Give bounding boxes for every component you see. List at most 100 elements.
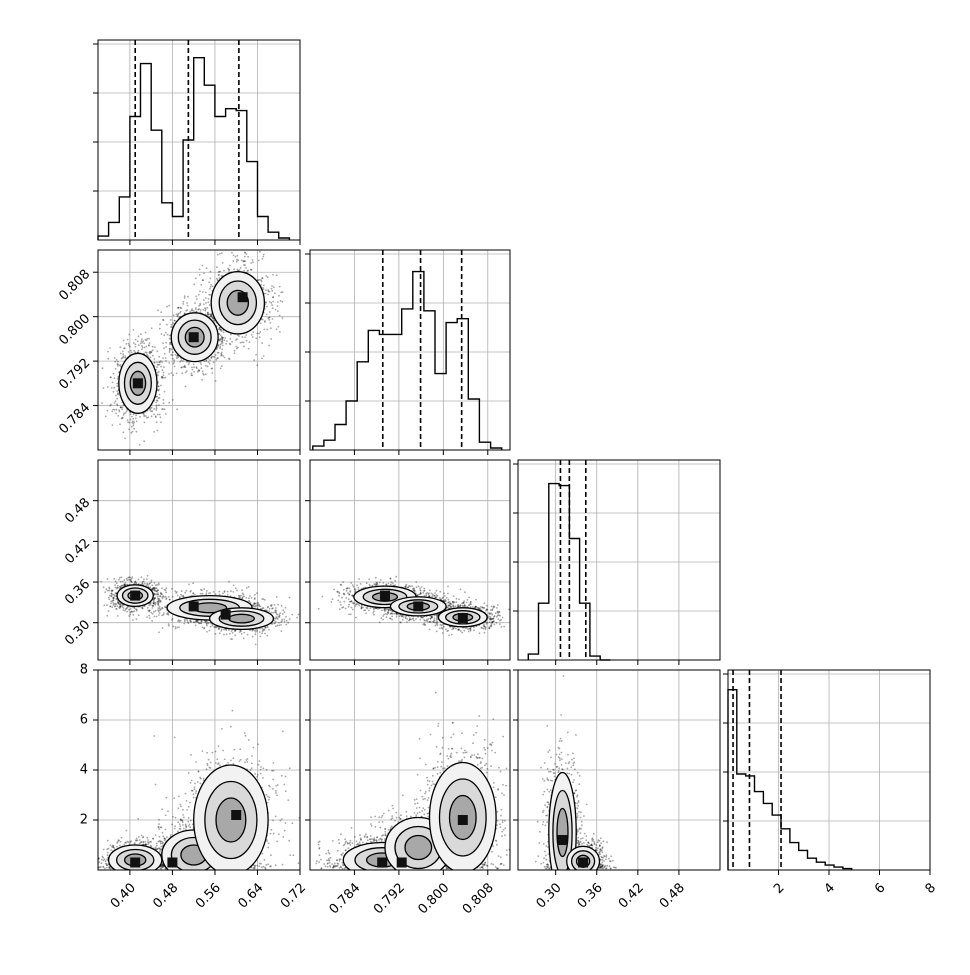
sample-point bbox=[245, 267, 247, 269]
histogram-panel-1 bbox=[305, 250, 510, 455]
sample-point bbox=[196, 367, 198, 369]
sample-point bbox=[159, 323, 161, 325]
sample-point bbox=[164, 606, 166, 608]
sample-point bbox=[181, 372, 183, 374]
sample-point bbox=[298, 614, 300, 616]
sample-point bbox=[237, 347, 239, 349]
sample-point bbox=[141, 338, 143, 340]
sample-point bbox=[252, 331, 254, 333]
sample-point bbox=[133, 342, 135, 344]
sample-point bbox=[203, 303, 205, 305]
sample-point bbox=[114, 409, 116, 411]
sample-point bbox=[282, 301, 284, 303]
sample-point bbox=[158, 584, 160, 586]
sample-point bbox=[158, 598, 160, 600]
sample-point bbox=[146, 338, 148, 340]
sample-point bbox=[207, 312, 209, 314]
sample-point bbox=[156, 366, 158, 368]
sample-point bbox=[161, 361, 163, 363]
histogram-panel-0 bbox=[93, 40, 300, 245]
sample-point bbox=[222, 345, 224, 347]
sample-point bbox=[264, 320, 266, 322]
sample-point bbox=[112, 597, 114, 599]
sample-point bbox=[129, 346, 131, 348]
sample-point bbox=[155, 610, 157, 612]
sample-point bbox=[128, 609, 130, 611]
sample-point bbox=[136, 431, 138, 433]
sample-point bbox=[171, 324, 173, 326]
sample-point bbox=[154, 362, 156, 364]
sample-point bbox=[155, 415, 157, 417]
sample-point bbox=[139, 444, 141, 446]
sample-point bbox=[268, 317, 270, 319]
sample-point bbox=[151, 620, 153, 622]
sample-point bbox=[199, 269, 201, 271]
sample-point bbox=[131, 422, 133, 424]
sample-point bbox=[182, 360, 184, 362]
sample-point bbox=[200, 593, 202, 595]
sample-point bbox=[161, 614, 163, 616]
sample-point bbox=[206, 307, 208, 309]
sample-point bbox=[244, 264, 246, 266]
sample-point bbox=[202, 265, 204, 267]
sample-point bbox=[210, 294, 212, 296]
sample-point bbox=[236, 259, 238, 261]
sample-point bbox=[105, 416, 107, 418]
sample-point bbox=[209, 363, 211, 365]
sample-point bbox=[227, 594, 229, 596]
sample-point bbox=[175, 628, 177, 630]
sample-point bbox=[185, 386, 187, 388]
sample-point bbox=[185, 366, 187, 368]
sample-point bbox=[155, 409, 157, 411]
sample-point bbox=[168, 373, 170, 375]
sample-point bbox=[145, 332, 147, 334]
sample-point bbox=[221, 365, 223, 367]
sample-point bbox=[192, 593, 194, 595]
sample-point bbox=[252, 261, 254, 263]
sample-point bbox=[276, 596, 278, 598]
sample-point bbox=[168, 305, 170, 307]
sample-point bbox=[125, 343, 127, 345]
sample-point bbox=[109, 347, 111, 349]
sample-point bbox=[151, 580, 153, 582]
sample-point bbox=[245, 334, 247, 336]
sample-point bbox=[117, 602, 119, 604]
sample-point bbox=[141, 340, 143, 342]
sample-point bbox=[152, 346, 154, 348]
sample-point bbox=[269, 301, 271, 303]
sample-point bbox=[202, 309, 204, 311]
sample-point bbox=[251, 597, 253, 599]
sample-point bbox=[123, 579, 125, 581]
sample-point bbox=[234, 350, 236, 352]
sample-point bbox=[129, 577, 131, 579]
sample-point bbox=[128, 615, 130, 617]
sample-point bbox=[135, 417, 137, 419]
sample-point bbox=[196, 298, 198, 300]
sample-point bbox=[227, 591, 229, 593]
sample-point bbox=[186, 309, 188, 311]
sample-point bbox=[120, 406, 122, 408]
sample-point bbox=[223, 332, 225, 334]
sample-point bbox=[246, 587, 248, 589]
sample-point bbox=[111, 595, 113, 597]
sample-point bbox=[235, 587, 237, 589]
sample-point bbox=[157, 589, 159, 591]
sample-point bbox=[198, 294, 200, 296]
sample-point bbox=[237, 255, 239, 257]
sample-point bbox=[128, 429, 130, 431]
sample-point bbox=[155, 584, 157, 586]
sample-point bbox=[259, 336, 261, 338]
sample-point bbox=[169, 351, 171, 353]
sample-point bbox=[141, 576, 143, 578]
sample-point bbox=[208, 298, 210, 300]
sample-point bbox=[112, 590, 114, 592]
sample-point bbox=[215, 354, 217, 356]
sample-point bbox=[272, 301, 274, 303]
sample-point bbox=[239, 269, 241, 271]
sample-point bbox=[176, 408, 178, 410]
sample-point bbox=[158, 404, 160, 406]
sample-point bbox=[122, 351, 124, 353]
sample-point bbox=[162, 369, 164, 371]
sample-point bbox=[93, 376, 95, 378]
